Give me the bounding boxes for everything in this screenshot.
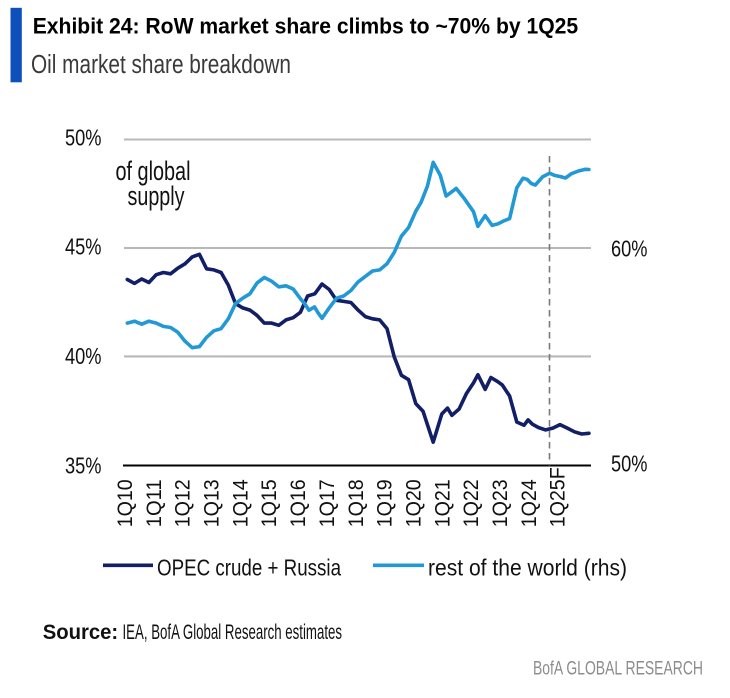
svg-text:1Q23: 1Q23 — [489, 479, 512, 527]
svg-text:50%: 50% — [611, 451, 648, 477]
svg-text:1Q25F: 1Q25F — [547, 467, 570, 527]
svg-text:rest of the world (rhs): rest of the world (rhs) — [428, 554, 627, 580]
svg-text:of global: of global — [116, 156, 191, 186]
svg-text:1Q22: 1Q22 — [460, 479, 483, 527]
svg-text:1Q14: 1Q14 — [229, 479, 252, 527]
svg-text:supply: supply — [128, 181, 186, 211]
svg-text:35%: 35% — [65, 452, 102, 478]
svg-text:IEA, BofA Global Research esti: IEA, BofA Global Research estimates — [123, 621, 343, 644]
svg-text:1Q13: 1Q13 — [201, 479, 224, 527]
svg-text:1Q12: 1Q12 — [172, 479, 195, 527]
svg-text:1Q18: 1Q18 — [345, 479, 368, 527]
svg-text:1Q20: 1Q20 — [403, 479, 426, 527]
svg-text:OPEC crude + Russia: OPEC crude + Russia — [157, 554, 341, 580]
svg-text:1Q16: 1Q16 — [287, 479, 310, 527]
svg-text:1Q10: 1Q10 — [114, 479, 137, 527]
svg-text:Oil market share breakdown: Oil market share breakdown — [31, 51, 291, 79]
svg-text:60%: 60% — [611, 236, 648, 262]
svg-text:50%: 50% — [65, 125, 102, 151]
svg-text:1Q11: 1Q11 — [143, 479, 166, 527]
svg-text:1Q19: 1Q19 — [374, 479, 397, 527]
svg-text:1Q17: 1Q17 — [316, 479, 339, 527]
svg-text:1Q21: 1Q21 — [431, 479, 454, 527]
svg-text:Source:: Source: — [43, 621, 119, 644]
svg-text:BofA GLOBAL RESEARCH: BofA GLOBAL RESEARCH — [533, 659, 703, 680]
svg-text:45%: 45% — [65, 234, 102, 260]
svg-text:1Q24: 1Q24 — [518, 479, 541, 527]
svg-text:40%: 40% — [65, 343, 102, 369]
svg-text:1Q15: 1Q15 — [258, 479, 281, 527]
svg-text:Exhibit 24: RoW market share c: Exhibit 24: RoW market share climbs to ~… — [33, 14, 579, 39]
